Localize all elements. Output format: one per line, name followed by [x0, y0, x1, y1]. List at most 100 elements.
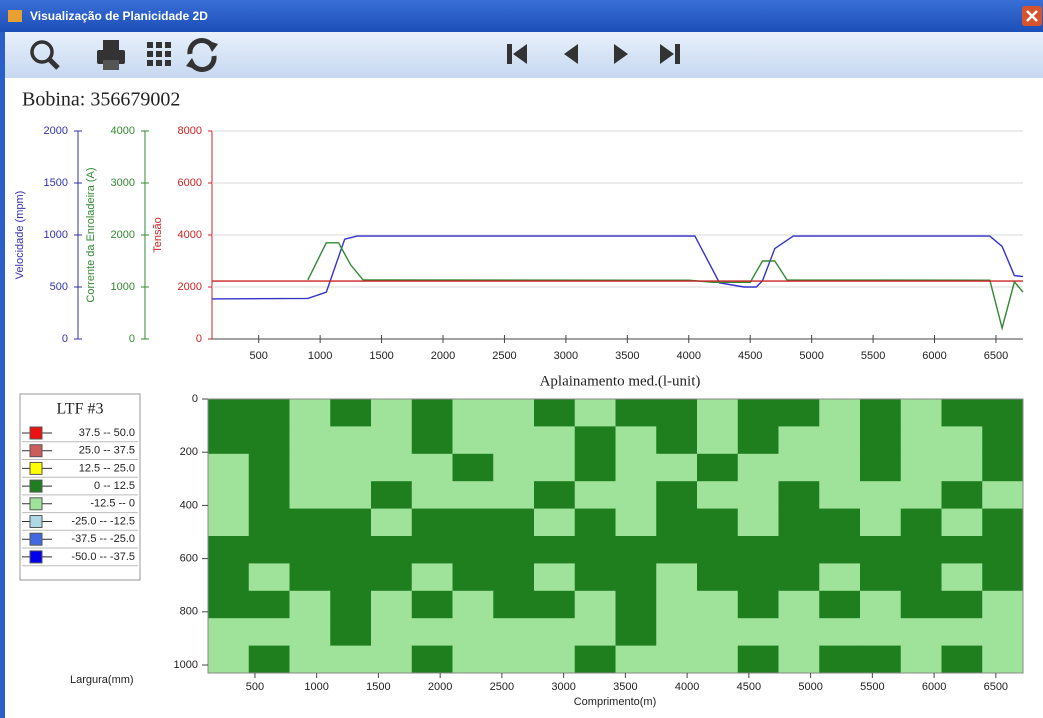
heatmap-cell [208, 453, 250, 482]
y-tick-label: 500 [50, 281, 68, 293]
heatmap-cell [656, 508, 698, 537]
next-button[interactable] [614, 44, 628, 64]
heatmap-cell [574, 563, 616, 592]
x-tick-label: 4500 [737, 681, 761, 693]
legend-label: 12.5 -- 25.0 [79, 462, 135, 474]
heatmap-cell [860, 399, 902, 427]
heatmap-cell [330, 508, 372, 537]
heatmap-cell [941, 618, 983, 647]
heatmap-cell [941, 508, 983, 537]
x-tick-label: 2000 [431, 350, 455, 362]
heatmap-cell [330, 399, 372, 427]
heatmap-cell [697, 536, 739, 564]
heatmap-cell [697, 508, 739, 537]
heatmap-cell [248, 563, 290, 592]
heatmap-cell [860, 481, 902, 510]
heatmap-cell [860, 508, 902, 537]
legend-label: -37.5 -- -25.0 [71, 533, 135, 545]
heatmap-cell [330, 645, 372, 674]
heatmap-cell [697, 645, 739, 674]
heatmap-cell [248, 618, 290, 647]
heatmap-cell [982, 399, 1024, 427]
heatmap-cell [289, 426, 331, 455]
heatmap-cell [860, 618, 902, 647]
y-tick-label: 3000 [111, 177, 135, 189]
heatmap-cell [737, 453, 779, 482]
y-tick-label: 800 [180, 606, 198, 618]
y-tick-label: 0 [196, 333, 202, 345]
app-icon [8, 10, 22, 22]
title-bar [0, 0, 1043, 32]
y-tick-label: 400 [180, 499, 198, 511]
series-line [211, 235, 1024, 300]
heatmap-cell [411, 481, 453, 510]
heatmap-cell [656, 399, 698, 427]
close-button[interactable] [1022, 6, 1042, 26]
heatmap-cell [656, 645, 698, 674]
x-tick-label: 3000 [554, 350, 578, 362]
print-button[interactable] [97, 40, 125, 70]
x-tick-label: 1500 [366, 681, 390, 693]
heatmap-cell [697, 481, 739, 510]
heatmap-cell [371, 426, 413, 455]
first-button[interactable] [507, 44, 527, 64]
heatmap-cell [330, 563, 372, 592]
heatmap-cell [615, 645, 657, 674]
heatmap-cell [615, 453, 657, 482]
y-tick-label: 1000 [174, 659, 198, 671]
heatmap-cell [900, 645, 942, 674]
heatmap-cell [289, 618, 331, 647]
heatmap-cell [615, 536, 657, 564]
legend-label: 37.5 -- 50.0 [79, 427, 135, 439]
heatmap-cell [248, 426, 290, 455]
legend-swatch [29, 461, 43, 475]
refresh-button[interactable] [186, 38, 218, 72]
grid-button[interactable] [147, 42, 171, 66]
last-button[interactable] [660, 44, 680, 64]
heatmap-cell [574, 508, 616, 537]
heatmap-cell [330, 536, 372, 564]
window-frame [0, 32, 5, 718]
heatmap-cell [208, 536, 250, 564]
heatmap-cell [248, 590, 290, 619]
heatmap-cell [493, 399, 535, 427]
heatmap-cell [656, 563, 698, 592]
heatmap-cell [900, 426, 942, 455]
legend-swatch [29, 532, 43, 546]
heatmap-cell [656, 453, 698, 482]
heatmap-cell [615, 590, 657, 619]
heatmap-cell [982, 563, 1024, 592]
heatmap-cell [941, 453, 983, 482]
previous-button[interactable] [564, 44, 578, 64]
heatmap-cell [534, 563, 576, 592]
x-tick-label: 5000 [798, 681, 822, 693]
heatmap-cell [982, 426, 1024, 455]
zoom-button[interactable] [30, 40, 60, 70]
heatmap-cell [208, 590, 250, 619]
heatmap-cell [452, 481, 494, 510]
heatmap-cell [534, 399, 576, 427]
heatmap-cell [819, 399, 861, 427]
heatmap-cell [574, 399, 616, 427]
heatmap-cell [493, 536, 535, 564]
heatmap-cell [452, 453, 494, 482]
x-tick-label: 1500 [369, 350, 393, 362]
heatmap-cell [574, 645, 616, 674]
legend-swatch [29, 444, 43, 458]
heatmap-cell [737, 426, 779, 455]
x-tick-label: 6000 [922, 681, 946, 693]
x-tick-label: 500 [246, 681, 264, 693]
heatmap-cell [982, 645, 1024, 674]
y-tick-label: 8000 [178, 125, 202, 137]
heatmap-cell [819, 563, 861, 592]
legend-swatch [29, 479, 43, 493]
heatmap-cell [371, 453, 413, 482]
x-tick-label: 3000 [551, 681, 575, 693]
heatmap-cell [330, 590, 372, 619]
heatmap-cell [371, 481, 413, 510]
heatmap-cell [982, 508, 1024, 537]
heatmap-cell [208, 618, 250, 647]
heatmap-cell [534, 481, 576, 510]
y-tick-label: 6000 [178, 177, 202, 189]
